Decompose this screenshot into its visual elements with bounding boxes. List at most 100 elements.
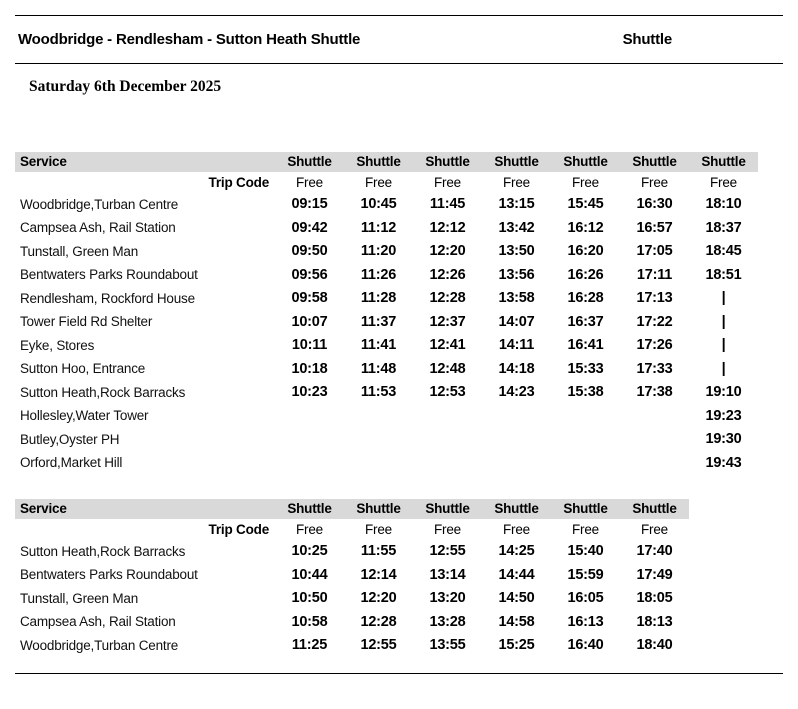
time-cell: 15:25 (498, 637, 535, 654)
time-cell: 18:13 (636, 613, 673, 630)
trip-code-row: Trip Code Free Free Free Free Free Free Free (15, 172, 783, 193)
table-row: Tunstall, Green Man 09:50 11:20 12:20 13:50 1… (15, 240, 783, 264)
stop-name: Woodbridge,Turban Centre (20, 637, 179, 653)
table-row: Tunstall, Green Man 10:50 12:20 13:20 14:50 1… (15, 587, 783, 611)
time-cell: 15:38 (567, 384, 604, 401)
column-service-name: Shuttle (287, 154, 332, 169)
trip-code-value: Free (296, 174, 323, 190)
column-service-name: Shuttle (494, 501, 539, 516)
time-cell: 17:33 (636, 360, 673, 377)
trip-code-value: Free (503, 174, 530, 190)
service-date: Saturday 6th December 2025 (29, 77, 222, 95)
table-row: Campsea Ash, Rail Station 09:42 11:12 12:12… (15, 216, 783, 240)
time-cell: | (721, 360, 726, 377)
time-cell: 17:38 (636, 384, 673, 401)
bottom-rule (15, 673, 783, 674)
trip-code-value: Free (710, 174, 737, 190)
time-cell: | (721, 290, 726, 307)
time-cell: 10:50 (291, 590, 328, 607)
table-header-row: Service Shuttle Shuttle Shuttle Shuttle Shutt… (15, 151, 758, 172)
table-row: Rendlesham, Rockford House 09:58 11:28 12:2… (15, 287, 783, 311)
table-row: Butley,Oyster PH 19:30 (15, 428, 783, 452)
column-service-name: Shuttle (356, 501, 401, 516)
column-service-name: Shuttle (632, 154, 677, 169)
time-cell: 10:44 (291, 566, 328, 583)
time-cell: 16:40 (567, 637, 604, 654)
table-row: Woodbridge,Turban Centre 09:15 10:45 11:45 1… (15, 193, 783, 217)
time-cell: 17:13 (636, 290, 673, 307)
time-cell: 18:45 (705, 243, 742, 260)
time-cell: | (721, 337, 726, 354)
time-cell: 09:42 (291, 219, 328, 236)
time-cell: 17:22 (636, 313, 673, 330)
time-cell: 10:25 (291, 543, 328, 560)
table-row: Sutton Heath,Rock Barracks 10:25 11:55 12:5… (15, 540, 783, 564)
stop-name: Woodbridge,Turban Centre (20, 196, 179, 212)
table-row: Bentwaters Parks Roundabout 10:44 12:14 13:… (15, 563, 783, 587)
time-cell: 10:23 (291, 384, 328, 401)
table-row: Tower Field Rd Shelter 10:07 11:37 12:37 14:… (15, 310, 783, 334)
column-service-name: Shuttle (632, 501, 677, 516)
time-cell: 15:40 (567, 543, 604, 560)
column-service-name: Shuttle (425, 154, 470, 169)
time-cell: 17:40 (636, 543, 673, 560)
column-service-name: Shuttle (425, 501, 470, 516)
time-cell: 14:50 (498, 590, 535, 607)
trip-code-value: Free (434, 521, 461, 537)
trip-code-value: Free (503, 521, 530, 537)
stop-name: Bentwaters Parks Roundabout (20, 267, 198, 283)
time-cell: 18:10 (705, 196, 742, 213)
trip-code-value: Free (641, 521, 668, 537)
stop-name: Sutton Hoo, Entrance (20, 361, 146, 377)
trip-code-value: Free (365, 174, 392, 190)
time-cell: 16:13 (567, 613, 604, 630)
time-cell: 12:37 (429, 313, 466, 330)
time-cell: 16:26 (567, 266, 604, 283)
time-cell: 13:20 (429, 590, 466, 607)
stop-name: Butley,Oyster PH (20, 431, 120, 447)
table-row: Campsea Ash, Rail Station 10:58 12:28 13:28… (15, 610, 783, 634)
time-cell: 17:05 (636, 243, 673, 260)
service-header-label: Service (20, 154, 67, 169)
stop-name: Tunstall, Green Man (20, 590, 139, 606)
time-cell: 14:23 (498, 384, 535, 401)
time-cell: 14:07 (498, 313, 535, 330)
column-service-name: Shuttle (494, 154, 539, 169)
time-cell: 16:57 (636, 219, 673, 236)
table-row: Eyke, Stores 10:11 11:41 12:41 14:11 16:41 17:… (15, 334, 783, 358)
time-cell: 14:11 (498, 337, 535, 354)
time-cell: 15:33 (567, 360, 604, 377)
time-cell: 12:41 (429, 337, 466, 354)
time-cell: 10:18 (291, 360, 328, 377)
time-cell: 11:55 (360, 543, 397, 560)
time-cell: 09:15 (291, 196, 328, 213)
page-header: Woodbridge - Rendlesham - Sutton Heath S… (15, 16, 783, 63)
stop-name: Sutton Heath,Rock Barracks (20, 384, 186, 400)
time-cell: 11:53 (360, 384, 397, 401)
time-cell: 19:23 (705, 407, 742, 424)
time-cell: 19:10 (705, 384, 742, 401)
trip-code-value: Free (296, 521, 323, 537)
time-cell: 12:55 (360, 637, 397, 654)
table-row: Sutton Heath,Rock Barracks 10:23 11:53 12:5… (15, 381, 783, 405)
time-cell: 12:55 (429, 543, 466, 560)
time-cell: 12:28 (360, 613, 397, 630)
stop-name: Tower Field Rd Shelter (20, 314, 153, 330)
time-cell: 11:45 (429, 196, 466, 213)
trip-code-value: Free (641, 174, 668, 190)
time-cell: 14:44 (498, 566, 535, 583)
trip-code-label: Trip Code (208, 174, 270, 190)
time-cell: 16:12 (567, 219, 604, 236)
table-header-row: Service Shuttle Shuttle Shuttle Shuttle Shutt… (15, 498, 689, 519)
top-rule (15, 15, 783, 16)
table-row: Sutton Hoo, Entrance 10:18 11:48 12:48 14:18… (15, 357, 783, 381)
time-cell: 11:28 (360, 290, 397, 307)
stop-name: Sutton Heath,Rock Barracks (20, 543, 186, 559)
time-cell: 12:48 (429, 360, 466, 377)
time-cell: 13:28 (429, 613, 466, 630)
column-service-name: Shuttle (563, 154, 608, 169)
time-cell: 10:07 (291, 313, 328, 330)
time-cell: 13:55 (429, 637, 466, 654)
time-cell: 09:56 (291, 266, 328, 283)
route-title: Woodbridge - Rendlesham - Sutton Heath S… (18, 30, 361, 48)
